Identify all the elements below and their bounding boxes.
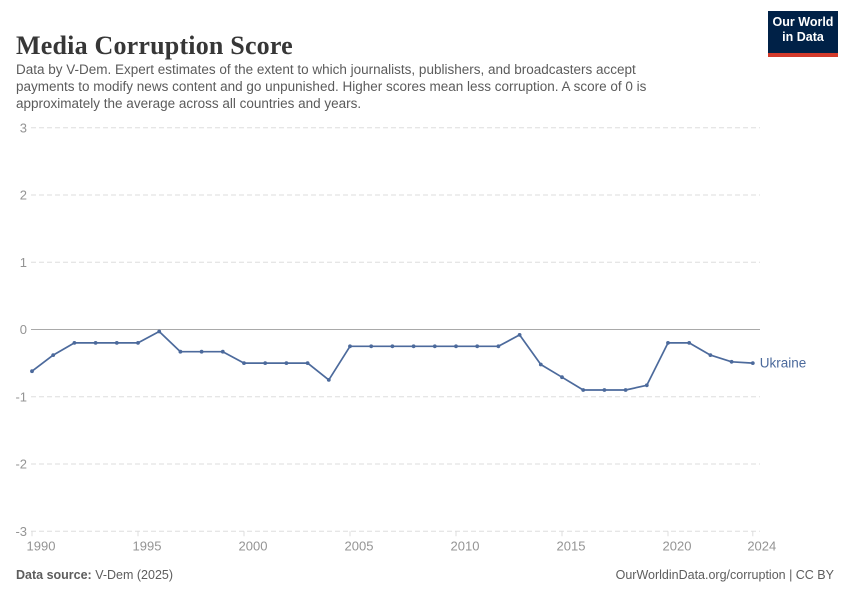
data-point[interactable]	[30, 369, 34, 374]
subtitle-line: approximately the average across all cou…	[16, 96, 362, 111]
data-point[interactable]	[560, 375, 564, 380]
data-point[interactable]	[475, 344, 480, 349]
x-tick-label: 2010	[451, 538, 480, 553]
data-point[interactable]	[496, 344, 501, 349]
data-point[interactable]	[432, 344, 437, 349]
data-source-label: Data source:	[16, 568, 92, 582]
owid-logo-line1: Our World	[772, 15, 834, 29]
data-point[interactable]	[114, 341, 119, 345]
data-point[interactable]	[390, 344, 395, 349]
y-tick-label: -3	[15, 524, 27, 539]
y-tick-label: -1	[15, 389, 27, 404]
owid-logo[interactable]: Our World in Data	[768, 11, 838, 57]
x-tick-label: 2015	[557, 538, 586, 553]
subtitle-line: Data by V-Dem. Expert estimates of the e…	[16, 62, 636, 77]
data-point[interactable]	[284, 361, 289, 365]
y-tick-label: -2	[15, 457, 27, 472]
footer-credit-link[interactable]: OurWorldinData.org/corruption | CC BY	[615, 568, 834, 582]
y-tick-label: 1	[20, 255, 27, 270]
data-line	[31, 330, 754, 391]
data-point[interactable]	[454, 344, 458, 349]
data-point[interactable]	[51, 353, 56, 357]
x-tick-label: 2005	[345, 538, 374, 553]
y-tick-label: 3	[20, 120, 27, 135]
data-point[interactable]	[348, 344, 352, 349]
data-point[interactable]	[517, 333, 522, 337]
data-point[interactable]	[708, 353, 713, 357]
y-tick-label: 2	[20, 188, 27, 203]
data-point[interactable]	[687, 341, 692, 345]
data-point[interactable]	[93, 341, 98, 345]
data-point[interactable]	[644, 383, 649, 388]
page-footer: Data source: V-Dem (2025) OurWorldinData…	[16, 568, 834, 582]
data-point[interactable]	[538, 362, 543, 367]
data-point[interactable]	[157, 329, 162, 334]
owid-logo-line2: in Data	[782, 30, 824, 44]
y-tick-label: 0	[20, 322, 27, 337]
data-point[interactable]	[263, 361, 268, 365]
data-point[interactable]	[411, 344, 416, 349]
data-point[interactable]	[602, 388, 607, 392]
data-source: Data source: V-Dem (2025)	[16, 568, 173, 582]
data-source-value: V-Dem (2025)	[95, 568, 174, 582]
data-point[interactable]	[178, 349, 183, 354]
x-tick-label: 2020	[663, 538, 692, 553]
data-point[interactable]	[305, 361, 310, 365]
data-point[interactable]	[666, 341, 670, 345]
data-point[interactable]	[136, 341, 140, 345]
data-point[interactable]	[242, 361, 246, 365]
data-point[interactable]	[729, 359, 734, 364]
data-point[interactable]	[369, 344, 374, 349]
data-point[interactable]	[581, 388, 586, 392]
data-point[interactable]	[750, 361, 755, 365]
x-tick-label: 2024	[747, 538, 776, 553]
x-tick-label: 1990	[27, 538, 56, 553]
data-point[interactable]	[72, 341, 77, 345]
data-point[interactable]	[199, 349, 204, 354]
data-point[interactable]	[623, 388, 628, 392]
data-point[interactable]	[326, 378, 331, 382]
chart-subtitle: Data by V-Dem. Expert estimates of the e…	[16, 61, 646, 112]
x-tick-label: 1995	[133, 538, 162, 553]
page-title: Media Corruption Score	[16, 31, 293, 61]
series-label[interactable]: Ukraine	[760, 356, 807, 371]
x-tick-label: 2000	[239, 538, 268, 553]
subtitle-line: payments to modify news content and go u…	[16, 79, 647, 94]
data-point[interactable]	[220, 349, 225, 354]
